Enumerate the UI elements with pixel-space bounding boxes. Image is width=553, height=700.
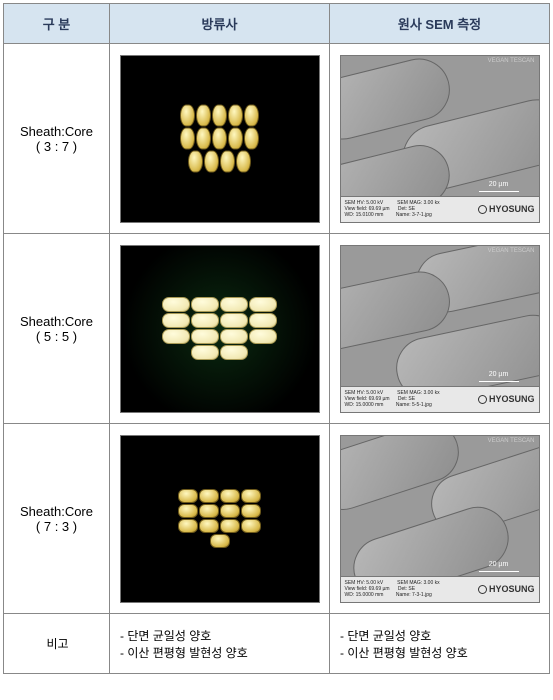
sem-left-text: SEM HV: 5.00 kV SEM MAG: 3.00 kx View fi… [345, 200, 440, 218]
grain [199, 519, 219, 533]
row2-label: Sheath:Core ( 5 : 5 ) [4, 234, 110, 424]
scale-bar [479, 571, 519, 572]
cluster-37 [175, 104, 265, 173]
sem-corner: VEGAN TESCAN [488, 438, 535, 444]
cluster-55 [150, 297, 290, 361]
row2-ratio: ( 5 : 5 ) [12, 329, 101, 344]
grain [228, 105, 243, 127]
hyosung-logo: HYOSUNG [478, 394, 535, 404]
grain [191, 329, 219, 344]
notes-c2-l1: - 단면 균일성 양호 [120, 627, 321, 644]
row3-label: Sheath:Core ( 7 : 3 ) [4, 424, 110, 614]
notes-col3: - 단면 균일성 양호 - 이산 편평형 발현성 양호 [330, 614, 550, 674]
grain [244, 105, 259, 127]
row2-sem-cell: VEGAN TESCAN SEM HV: 5.00 kV SEM MAG: 3.… [330, 234, 550, 424]
row3-dark-cell [110, 424, 330, 614]
table-row: Sheath:Core ( 7 : 3 ) VEGAN TESCAN SEM H… [4, 424, 550, 614]
grain [196, 105, 211, 127]
grain [228, 128, 243, 150]
row2-dark-cell [110, 234, 330, 424]
row1-dark-cell [110, 44, 330, 234]
grain [180, 128, 195, 150]
grain [162, 313, 190, 328]
grain [178, 504, 198, 518]
hyosung-logo: HYOSUNG [478, 584, 535, 594]
notes-label: 비고 [4, 614, 110, 674]
row3-title: Sheath:Core [12, 504, 101, 519]
row3-sem-cell: VEGAN TESCAN SEM HV: 5.00 kV SEM MAG: 3.… [330, 424, 550, 614]
dark-panel-37 [120, 55, 320, 223]
notes-c2-l2: - 이산 편평형 발현성 양호 [120, 644, 321, 661]
grain [191, 313, 219, 328]
grain [244, 128, 259, 150]
table-row: Sheath:Core ( 5 : 5 ) VEGAN TESCAN SEM H… [4, 234, 550, 424]
grain [241, 489, 261, 503]
row1-title: Sheath:Core [12, 124, 101, 139]
notes-c3-l1: - 단면 균일성 양호 [340, 627, 541, 644]
grain [178, 489, 198, 503]
row3-ratio: ( 7 : 3 ) [12, 519, 101, 534]
grain [249, 313, 277, 328]
logo-ring-icon [478, 395, 487, 404]
grain [220, 329, 248, 344]
grain [236, 151, 251, 173]
grain [178, 519, 198, 533]
grain [220, 297, 248, 312]
grain [199, 489, 219, 503]
sem-left-text: SEM HV: 5.00 kV SEM MAG: 3.00 kx View fi… [345, 580, 440, 598]
grain [220, 151, 235, 173]
header-col3: 원사 SEM 측정 [330, 4, 550, 44]
scale-bar [479, 381, 519, 382]
grain [220, 504, 240, 518]
logo-ring-icon [478, 585, 487, 594]
sem-panel-73: VEGAN TESCAN SEM HV: 5.00 kV SEM MAG: 3.… [340, 435, 540, 603]
notes-c3-l2: - 이산 편평형 발현성 양호 [340, 644, 541, 661]
grain [220, 489, 240, 503]
sem-info-bar: SEM HV: 5.00 kV SEM MAG: 3.00 kx View fi… [341, 386, 539, 412]
sem-panel-55: VEGAN TESCAN SEM HV: 5.00 kV SEM MAG: 3.… [340, 245, 540, 413]
grain [162, 297, 190, 312]
cluster-73 [170, 489, 270, 549]
grain [204, 151, 219, 173]
hyosung-logo: HYOSUNG [478, 204, 535, 214]
grain [210, 534, 230, 548]
row1-label: Sheath:Core ( 3 : 7 ) [4, 44, 110, 234]
grain [220, 313, 248, 328]
scale-bar [479, 191, 519, 192]
grain [241, 519, 261, 533]
grain [249, 329, 277, 344]
grain [196, 128, 211, 150]
notes-col2: - 단면 균일성 양호 - 이산 편평형 발현성 양호 [110, 614, 330, 674]
logo-ring-icon [478, 205, 487, 214]
sem-info-bar: SEM HV: 5.00 kV SEM MAG: 3.00 kx View fi… [341, 576, 539, 602]
grain [191, 297, 219, 312]
row2-title: Sheath:Core [12, 314, 101, 329]
header-col2: 방류사 [110, 4, 330, 44]
grain [191, 345, 219, 360]
notes-row: 비고 - 단면 균일성 양호 - 이산 편평형 발현성 양호 - 단면 균일성 … [4, 614, 550, 674]
dark-panel-55 [120, 245, 320, 413]
grain [220, 519, 240, 533]
sem-left-text: SEM HV: 5.00 kV SEM MAG: 3.00 kx View fi… [345, 390, 440, 408]
sem-info-bar: SEM HV: 5.00 kV SEM MAG: 3.00 kx View fi… [341, 196, 539, 222]
grain [199, 504, 219, 518]
row1-sem-cell: VEGAN TESCAN SEM HV: 5.00 kV SEM MAG: 3.… [330, 44, 550, 234]
grain [162, 329, 190, 344]
grain [249, 297, 277, 312]
grain [220, 345, 248, 360]
dark-panel-73 [120, 435, 320, 603]
grain [241, 504, 261, 518]
header-col1: 구 분 [4, 4, 110, 44]
grain [188, 151, 203, 173]
grain [180, 105, 195, 127]
table-row: Sheath:Core ( 3 : 7 ) VEGAN TESCAN SEM H… [4, 44, 550, 234]
sem-corner: VEGAN TESCAN [488, 58, 535, 64]
grain [212, 105, 227, 127]
sem-panel-37: VEGAN TESCAN SEM HV: 5.00 kV SEM MAG: 3.… [340, 55, 540, 223]
row1-ratio: ( 3 : 7 ) [12, 139, 101, 154]
grain [212, 128, 227, 150]
sem-corner: VEGAN TESCAN [488, 248, 535, 254]
